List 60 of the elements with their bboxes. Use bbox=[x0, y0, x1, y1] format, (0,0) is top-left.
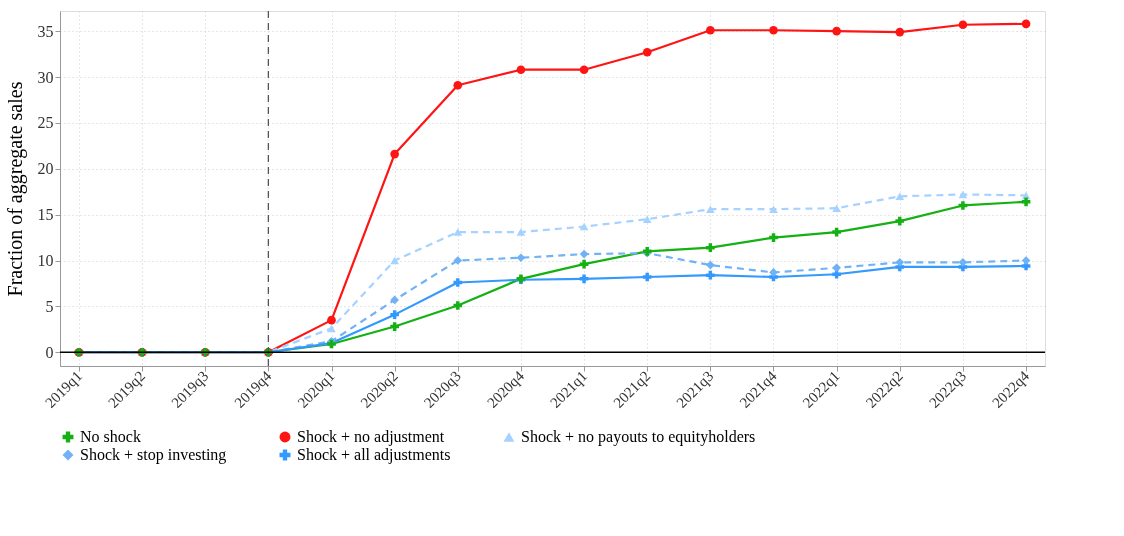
point bbox=[1021, 197, 1031, 207]
point bbox=[516, 65, 526, 75]
point bbox=[390, 149, 399, 159]
point bbox=[706, 243, 715, 252]
point bbox=[958, 20, 968, 30]
point bbox=[453, 256, 463, 265]
y-tick-label: 25 bbox=[37, 114, 54, 132]
point bbox=[579, 259, 589, 269]
y-tick-label: 35 bbox=[37, 22, 54, 40]
point bbox=[579, 249, 589, 259]
point bbox=[769, 268, 778, 277]
point bbox=[832, 227, 841, 237]
point bbox=[327, 324, 336, 333]
point bbox=[390, 295, 399, 305]
point bbox=[769, 25, 778, 35]
point bbox=[453, 301, 463, 310]
point bbox=[516, 253, 526, 263]
point bbox=[832, 204, 841, 212]
point bbox=[706, 260, 715, 270]
point bbox=[706, 270, 715, 280]
legend-label: Shock + all adjustments bbox=[297, 446, 451, 464]
point bbox=[453, 228, 463, 236]
point bbox=[832, 26, 841, 36]
y-tick-label: 15 bbox=[37, 206, 54, 224]
point bbox=[769, 205, 778, 213]
point bbox=[579, 274, 589, 284]
point bbox=[579, 65, 589, 75]
point bbox=[642, 272, 652, 282]
point bbox=[390, 322, 399, 331]
point bbox=[642, 47, 652, 57]
point bbox=[958, 190, 968, 199]
legend-label: Shock + stop investing bbox=[80, 446, 227, 464]
legend-label: Shock + no payouts to equityholders bbox=[521, 428, 756, 446]
legend-label: Shock + no adjustment bbox=[297, 428, 445, 446]
point bbox=[832, 263, 841, 273]
y-tick-label: 10 bbox=[37, 252, 54, 270]
y-tick-label: 30 bbox=[37, 68, 54, 86]
point bbox=[1021, 19, 1031, 29]
legend-label: No shock bbox=[80, 428, 141, 445]
y-tick-label: 5 bbox=[45, 297, 54, 315]
y-tick-label: 0 bbox=[45, 343, 54, 361]
y-tick-label: 20 bbox=[37, 160, 54, 178]
point bbox=[895, 258, 905, 267]
point bbox=[706, 205, 715, 213]
point bbox=[390, 310, 399, 319]
point bbox=[958, 201, 968, 210]
point bbox=[579, 222, 589, 231]
point bbox=[958, 258, 968, 267]
point bbox=[516, 228, 526, 236]
point bbox=[390, 256, 399, 265]
point bbox=[706, 25, 715, 35]
point bbox=[642, 215, 652, 223]
point bbox=[895, 27, 905, 37]
point bbox=[327, 315, 336, 325]
point bbox=[453, 80, 463, 90]
point bbox=[453, 278, 463, 287]
point bbox=[895, 216, 905, 226]
point bbox=[769, 233, 778, 242]
point bbox=[895, 192, 905, 201]
y-axis-title: Fraction of aggregate sales bbox=[3, 81, 27, 297]
